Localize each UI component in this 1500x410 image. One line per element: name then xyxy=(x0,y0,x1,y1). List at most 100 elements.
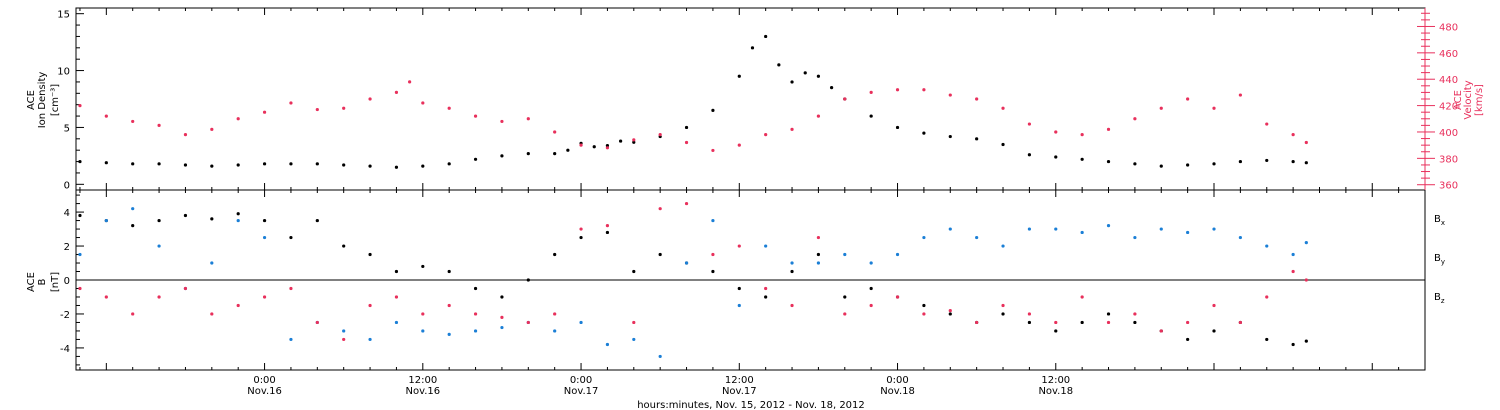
density-point xyxy=(421,164,425,168)
bz-point xyxy=(104,295,108,299)
x-tick-label-date: Nov.16 xyxy=(247,386,282,397)
density-point xyxy=(829,86,834,90)
velocity-point xyxy=(289,101,293,105)
bx-point xyxy=(790,269,794,274)
bz-point xyxy=(526,320,530,325)
density-point xyxy=(1304,161,1308,165)
bz-point xyxy=(1186,320,1190,325)
by-point xyxy=(236,218,240,223)
bx-point xyxy=(131,224,135,228)
by-point xyxy=(816,261,821,265)
x-axis-label: hours:minutes, Nov. 15, 2012 - Nov. 18, … xyxy=(637,400,865,410)
x-tick-label-date: Nov.17 xyxy=(564,386,599,397)
bx-point xyxy=(526,278,530,282)
bz-point xyxy=(210,312,214,316)
velocity-point xyxy=(1212,106,1216,110)
x-tick-label-time: 0:00 xyxy=(886,375,908,386)
by-point xyxy=(737,303,741,308)
by-point xyxy=(104,218,108,223)
by-point xyxy=(684,261,689,265)
bz-point xyxy=(764,286,768,291)
density-point xyxy=(632,140,636,144)
bz-point xyxy=(1027,312,1031,316)
x-tick-label-time: 12:00 xyxy=(725,375,754,386)
bx-point xyxy=(1212,329,1216,333)
velocity-point xyxy=(579,143,583,147)
bz-point xyxy=(1133,312,1137,316)
velocity-point xyxy=(131,119,135,124)
bx-point xyxy=(78,213,82,218)
velocity-point xyxy=(1238,93,1242,97)
bz-point xyxy=(394,295,399,299)
x-tick-label-time: 12:00 xyxy=(1041,375,1070,386)
by-point xyxy=(579,320,583,325)
bz-point xyxy=(553,312,557,316)
bz-point xyxy=(632,320,636,325)
field-ylabel-line2: B xyxy=(37,278,48,285)
bx-point xyxy=(922,303,926,308)
bx-point xyxy=(1186,337,1190,342)
velocity-point xyxy=(473,114,478,118)
bz-point xyxy=(1265,295,1269,299)
x-tick-label-time: 0:00 xyxy=(253,375,275,386)
bz-point xyxy=(1238,320,1242,325)
field-y-tick-label: 2 xyxy=(64,242,70,253)
velocity-point xyxy=(869,90,873,95)
velocity-point xyxy=(1265,122,1269,126)
velocity-point xyxy=(790,127,794,131)
chart-marks: 0:00Nov.1612:00Nov.160:00Nov.1712:00Nov.… xyxy=(57,8,1458,397)
by-point xyxy=(342,329,346,333)
velocity-y-tick-label: 480 xyxy=(1439,22,1458,33)
density-point xyxy=(592,145,596,149)
velocity-point xyxy=(764,133,768,137)
x-tick-label-date: Nov.18 xyxy=(880,386,915,397)
field-y-tick-label: 4 xyxy=(64,208,70,219)
density-point xyxy=(104,161,108,165)
bx-point xyxy=(421,264,425,269)
by-point xyxy=(421,329,425,333)
by-point xyxy=(1133,235,1137,240)
density-point xyxy=(869,114,873,118)
velocity-point xyxy=(408,80,412,84)
velocity-point xyxy=(605,146,610,150)
by-point xyxy=(1212,227,1216,231)
bz-point xyxy=(1001,303,1005,308)
density-point xyxy=(473,157,478,161)
bz-point xyxy=(183,286,188,291)
bz-point xyxy=(579,227,583,231)
velocity-point xyxy=(78,103,82,108)
field-y-tick-label: -4 xyxy=(60,344,70,355)
density-point xyxy=(1291,159,1295,164)
bz-point xyxy=(895,295,900,299)
bz-point xyxy=(790,303,794,308)
velocity-ylabel-line1: ACE xyxy=(1453,90,1464,110)
by-point xyxy=(869,261,873,265)
by-point xyxy=(553,329,557,333)
by-point xyxy=(1054,227,1058,231)
by-point xyxy=(632,337,636,342)
velocity-point xyxy=(1159,106,1163,110)
bx-point xyxy=(579,235,583,240)
by-point xyxy=(447,332,451,336)
bx-point xyxy=(764,295,768,299)
density-point xyxy=(684,125,689,130)
bz-point xyxy=(315,320,319,325)
by-point xyxy=(1080,230,1084,235)
velocity-point xyxy=(1186,97,1190,101)
density-point xyxy=(566,148,570,152)
density-point xyxy=(1027,153,1031,157)
velocity-y-tick-label: 460 xyxy=(1439,49,1458,60)
velocity-point xyxy=(236,117,240,121)
bx-point xyxy=(1027,320,1031,325)
field-ylabel-units: [nT] xyxy=(50,272,61,292)
velocity-point xyxy=(368,97,372,101)
legend-by: By xyxy=(1434,253,1445,266)
by-point xyxy=(1001,244,1005,248)
velocity-point xyxy=(262,110,267,114)
bx-point xyxy=(1265,337,1269,342)
density-point xyxy=(553,152,557,156)
bx-point xyxy=(843,295,847,299)
velocity-y-tick-label: 420 xyxy=(1439,102,1458,113)
density-ylabel-units: [cm⁻³] xyxy=(50,84,61,116)
bz-point xyxy=(289,286,293,291)
